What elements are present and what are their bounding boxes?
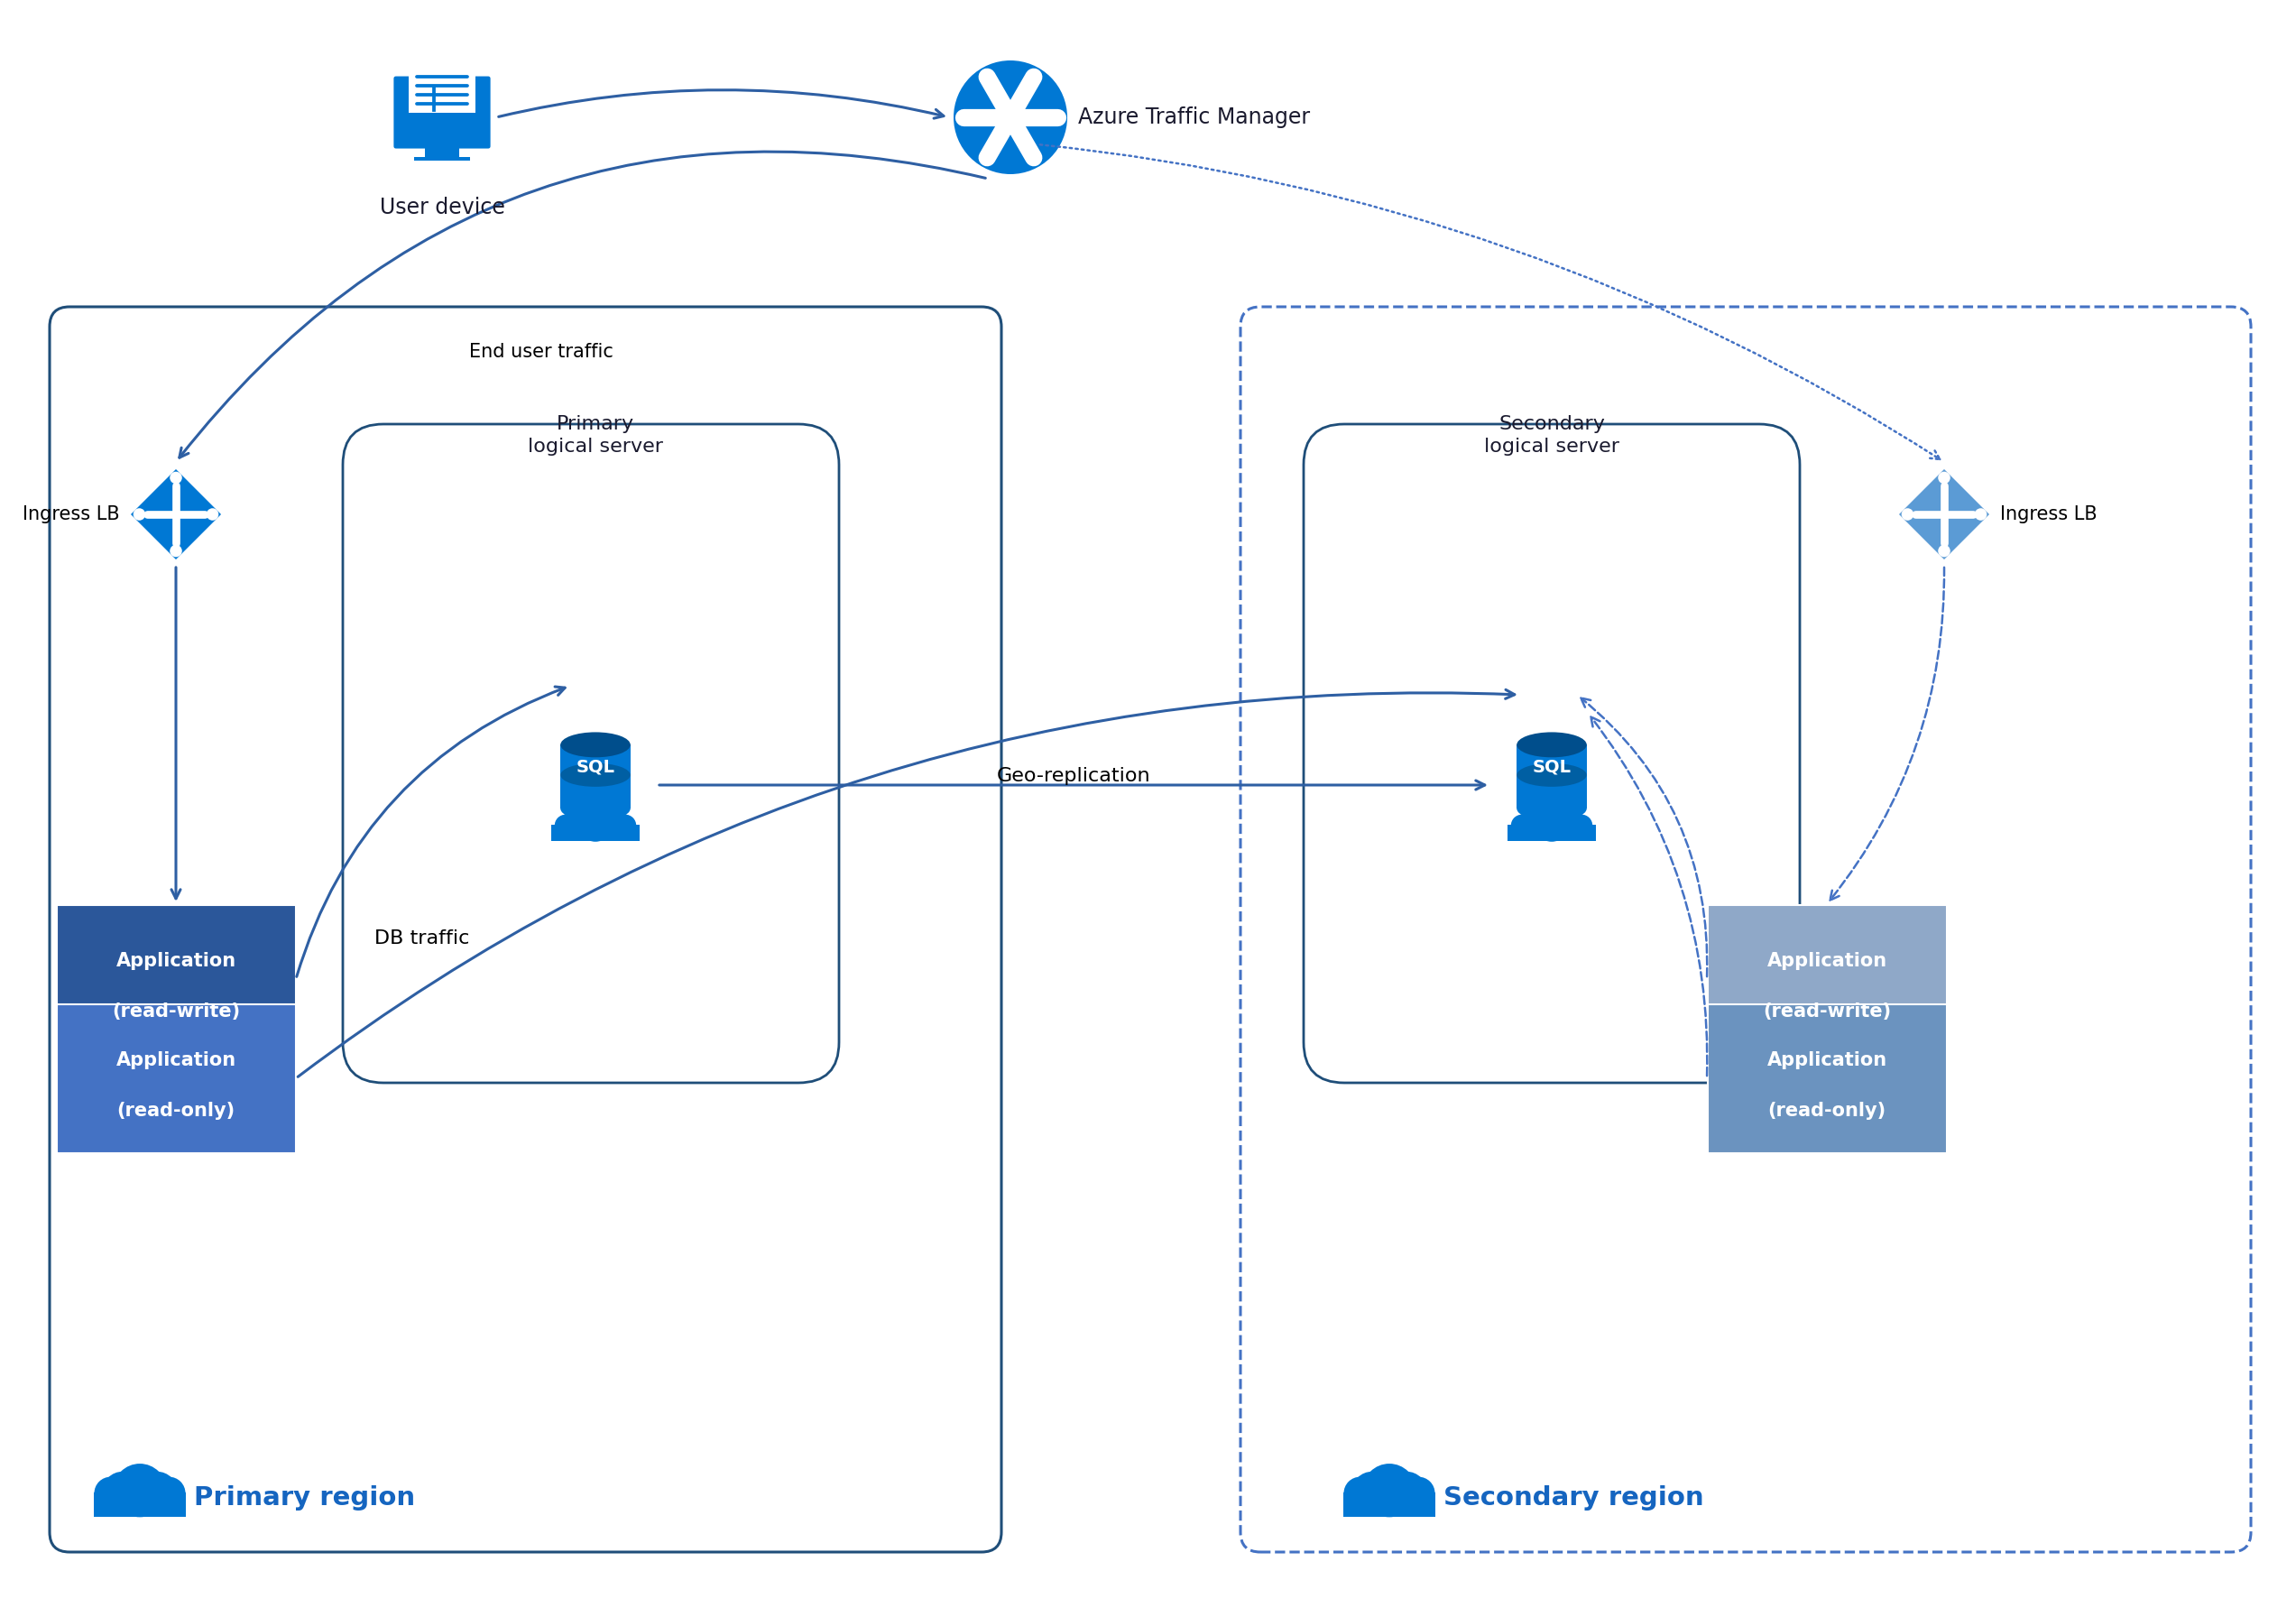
Text: SQL: SQL: [1531, 758, 1570, 775]
Text: (read-write): (read-write): [113, 1003, 241, 1020]
Text: User device: User device: [379, 197, 505, 218]
Text: (read-write): (read-write): [1763, 1003, 1892, 1020]
Text: End user traffic: End user traffic: [468, 343, 613, 361]
Text: Application: Application: [115, 1051, 236, 1069]
Circle shape: [1534, 805, 1570, 842]
Bar: [416, 157, 471, 160]
Circle shape: [953, 60, 1068, 175]
Ellipse shape: [1518, 733, 1587, 757]
Text: Secondary
logical server: Secondary logical server: [1483, 416, 1619, 456]
Circle shape: [1557, 812, 1584, 839]
Circle shape: [152, 1476, 186, 1510]
Ellipse shape: [560, 763, 631, 787]
Circle shape: [1570, 815, 1593, 836]
FancyBboxPatch shape: [393, 74, 491, 150]
Circle shape: [1001, 108, 1019, 126]
Circle shape: [563, 812, 590, 839]
Text: Secondary region: Secondary region: [1444, 1486, 1704, 1510]
Text: (read-only): (read-only): [117, 1103, 234, 1121]
Text: Azure Traffic Manager: Azure Traffic Manager: [1079, 107, 1311, 128]
Circle shape: [1511, 815, 1534, 836]
Circle shape: [1387, 1471, 1428, 1514]
Circle shape: [613, 815, 636, 836]
Bar: [425, 146, 459, 157]
Bar: [1708, 1004, 1947, 1153]
Circle shape: [207, 508, 218, 521]
Circle shape: [1343, 1476, 1378, 1510]
Circle shape: [1352, 1471, 1394, 1514]
Text: Primary region: Primary region: [193, 1486, 416, 1510]
Circle shape: [1938, 472, 1949, 483]
Circle shape: [1362, 1463, 1417, 1517]
Bar: [560, 745, 631, 808]
Ellipse shape: [560, 796, 631, 821]
Text: Application: Application: [1768, 1051, 1887, 1069]
Text: Ingress LB: Ingress LB: [23, 505, 119, 524]
Text: Application: Application: [1768, 952, 1887, 970]
Bar: [1708, 904, 1947, 1054]
Bar: [57, 904, 296, 1054]
Circle shape: [602, 812, 629, 839]
Ellipse shape: [1518, 763, 1587, 787]
Bar: [94, 1492, 186, 1517]
Circle shape: [1901, 508, 1913, 521]
Circle shape: [556, 815, 576, 836]
Circle shape: [113, 1463, 168, 1517]
Circle shape: [170, 472, 181, 483]
Polygon shape: [1896, 467, 1991, 561]
Text: Ingress LB: Ingress LB: [2000, 505, 2096, 524]
Polygon shape: [129, 467, 223, 561]
Circle shape: [133, 508, 145, 521]
Circle shape: [1938, 545, 1949, 556]
Ellipse shape: [560, 733, 631, 757]
Bar: [1506, 825, 1596, 841]
Circle shape: [1975, 508, 1986, 521]
Circle shape: [1403, 1476, 1435, 1510]
Bar: [409, 71, 475, 113]
Circle shape: [94, 1476, 126, 1510]
Ellipse shape: [1518, 796, 1587, 821]
Bar: [1518, 745, 1587, 808]
Text: Geo-replication: Geo-replication: [996, 766, 1150, 784]
Text: Primary
logical server: Primary logical server: [528, 416, 664, 456]
Text: SQL: SQL: [576, 758, 615, 775]
Circle shape: [135, 1471, 177, 1514]
Text: DB traffic: DB traffic: [374, 930, 468, 948]
Circle shape: [170, 545, 181, 556]
Bar: [57, 1004, 296, 1153]
Text: (read-only): (read-only): [1768, 1103, 1885, 1121]
Circle shape: [1518, 812, 1548, 839]
Bar: [1343, 1492, 1435, 1517]
Circle shape: [101, 1471, 142, 1514]
Text: Application: Application: [115, 952, 236, 970]
Bar: [551, 825, 641, 841]
Circle shape: [576, 805, 613, 842]
